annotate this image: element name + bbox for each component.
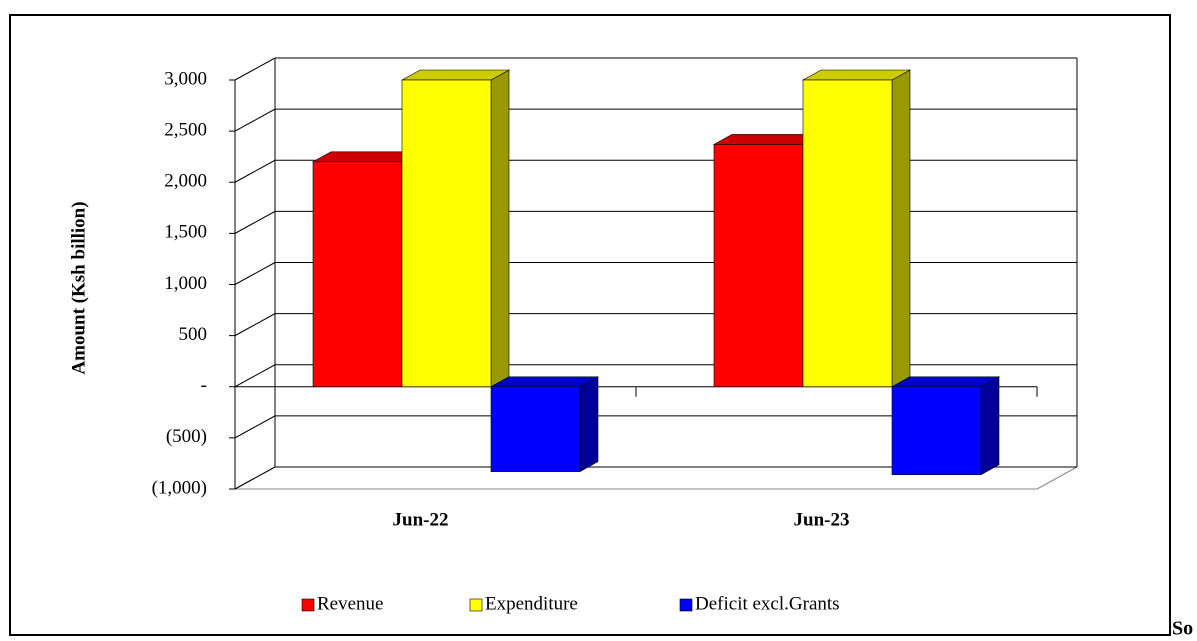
grid-line-side [234,313,276,337]
y-tick-label: 1,500 [164,222,207,243]
y-tick-label: 2,500 [164,119,207,140]
grid-line-side [234,364,276,388]
y-tick-label: 2,000 [164,171,207,192]
grid-line-side [234,159,276,183]
legend-label: Expenditure [485,593,578,614]
y-tick-label: 1,000 [164,273,207,294]
bar [401,79,492,388]
bar [312,161,403,388]
legend-label: Deficit excl.Grants [695,593,840,614]
grid-line-side [234,210,276,234]
grid-line-side [234,466,276,490]
bar-side [980,376,1000,476]
bar [802,79,893,388]
y-tick-label: (1,000) [152,477,207,498]
bar-top [801,69,912,81]
bar-side [579,376,599,473]
grid-line-side [234,108,276,132]
x-tick-label: Jun-22 [393,509,449,530]
bar-top [890,376,1001,388]
grid-line-side [234,57,276,81]
grid-line-side [234,415,276,439]
bar-side [891,69,911,388]
bar [713,144,804,388]
bar-top [400,69,511,81]
bar [490,386,581,472]
legend-label: Revenue [317,593,383,614]
y-tick-label: 3,000 [164,68,207,89]
chart-frame [9,14,1171,636]
x-tick-label: Jun-23 [794,509,850,530]
bar-top [489,376,600,388]
y-tick-label: (500) [166,426,207,447]
bar-side [490,69,510,388]
trailing-text: So [1172,618,1193,640]
y-tick-label: 500 [179,324,208,345]
legend-swatch [469,598,483,612]
legend-swatch [301,598,315,612]
bar [891,386,982,475]
legend-swatch [679,598,693,612]
y-axis-label: Amount (Ksh billion) [68,201,89,374]
grid-line-side [234,262,276,285]
y-tick-label: - [201,375,207,396]
